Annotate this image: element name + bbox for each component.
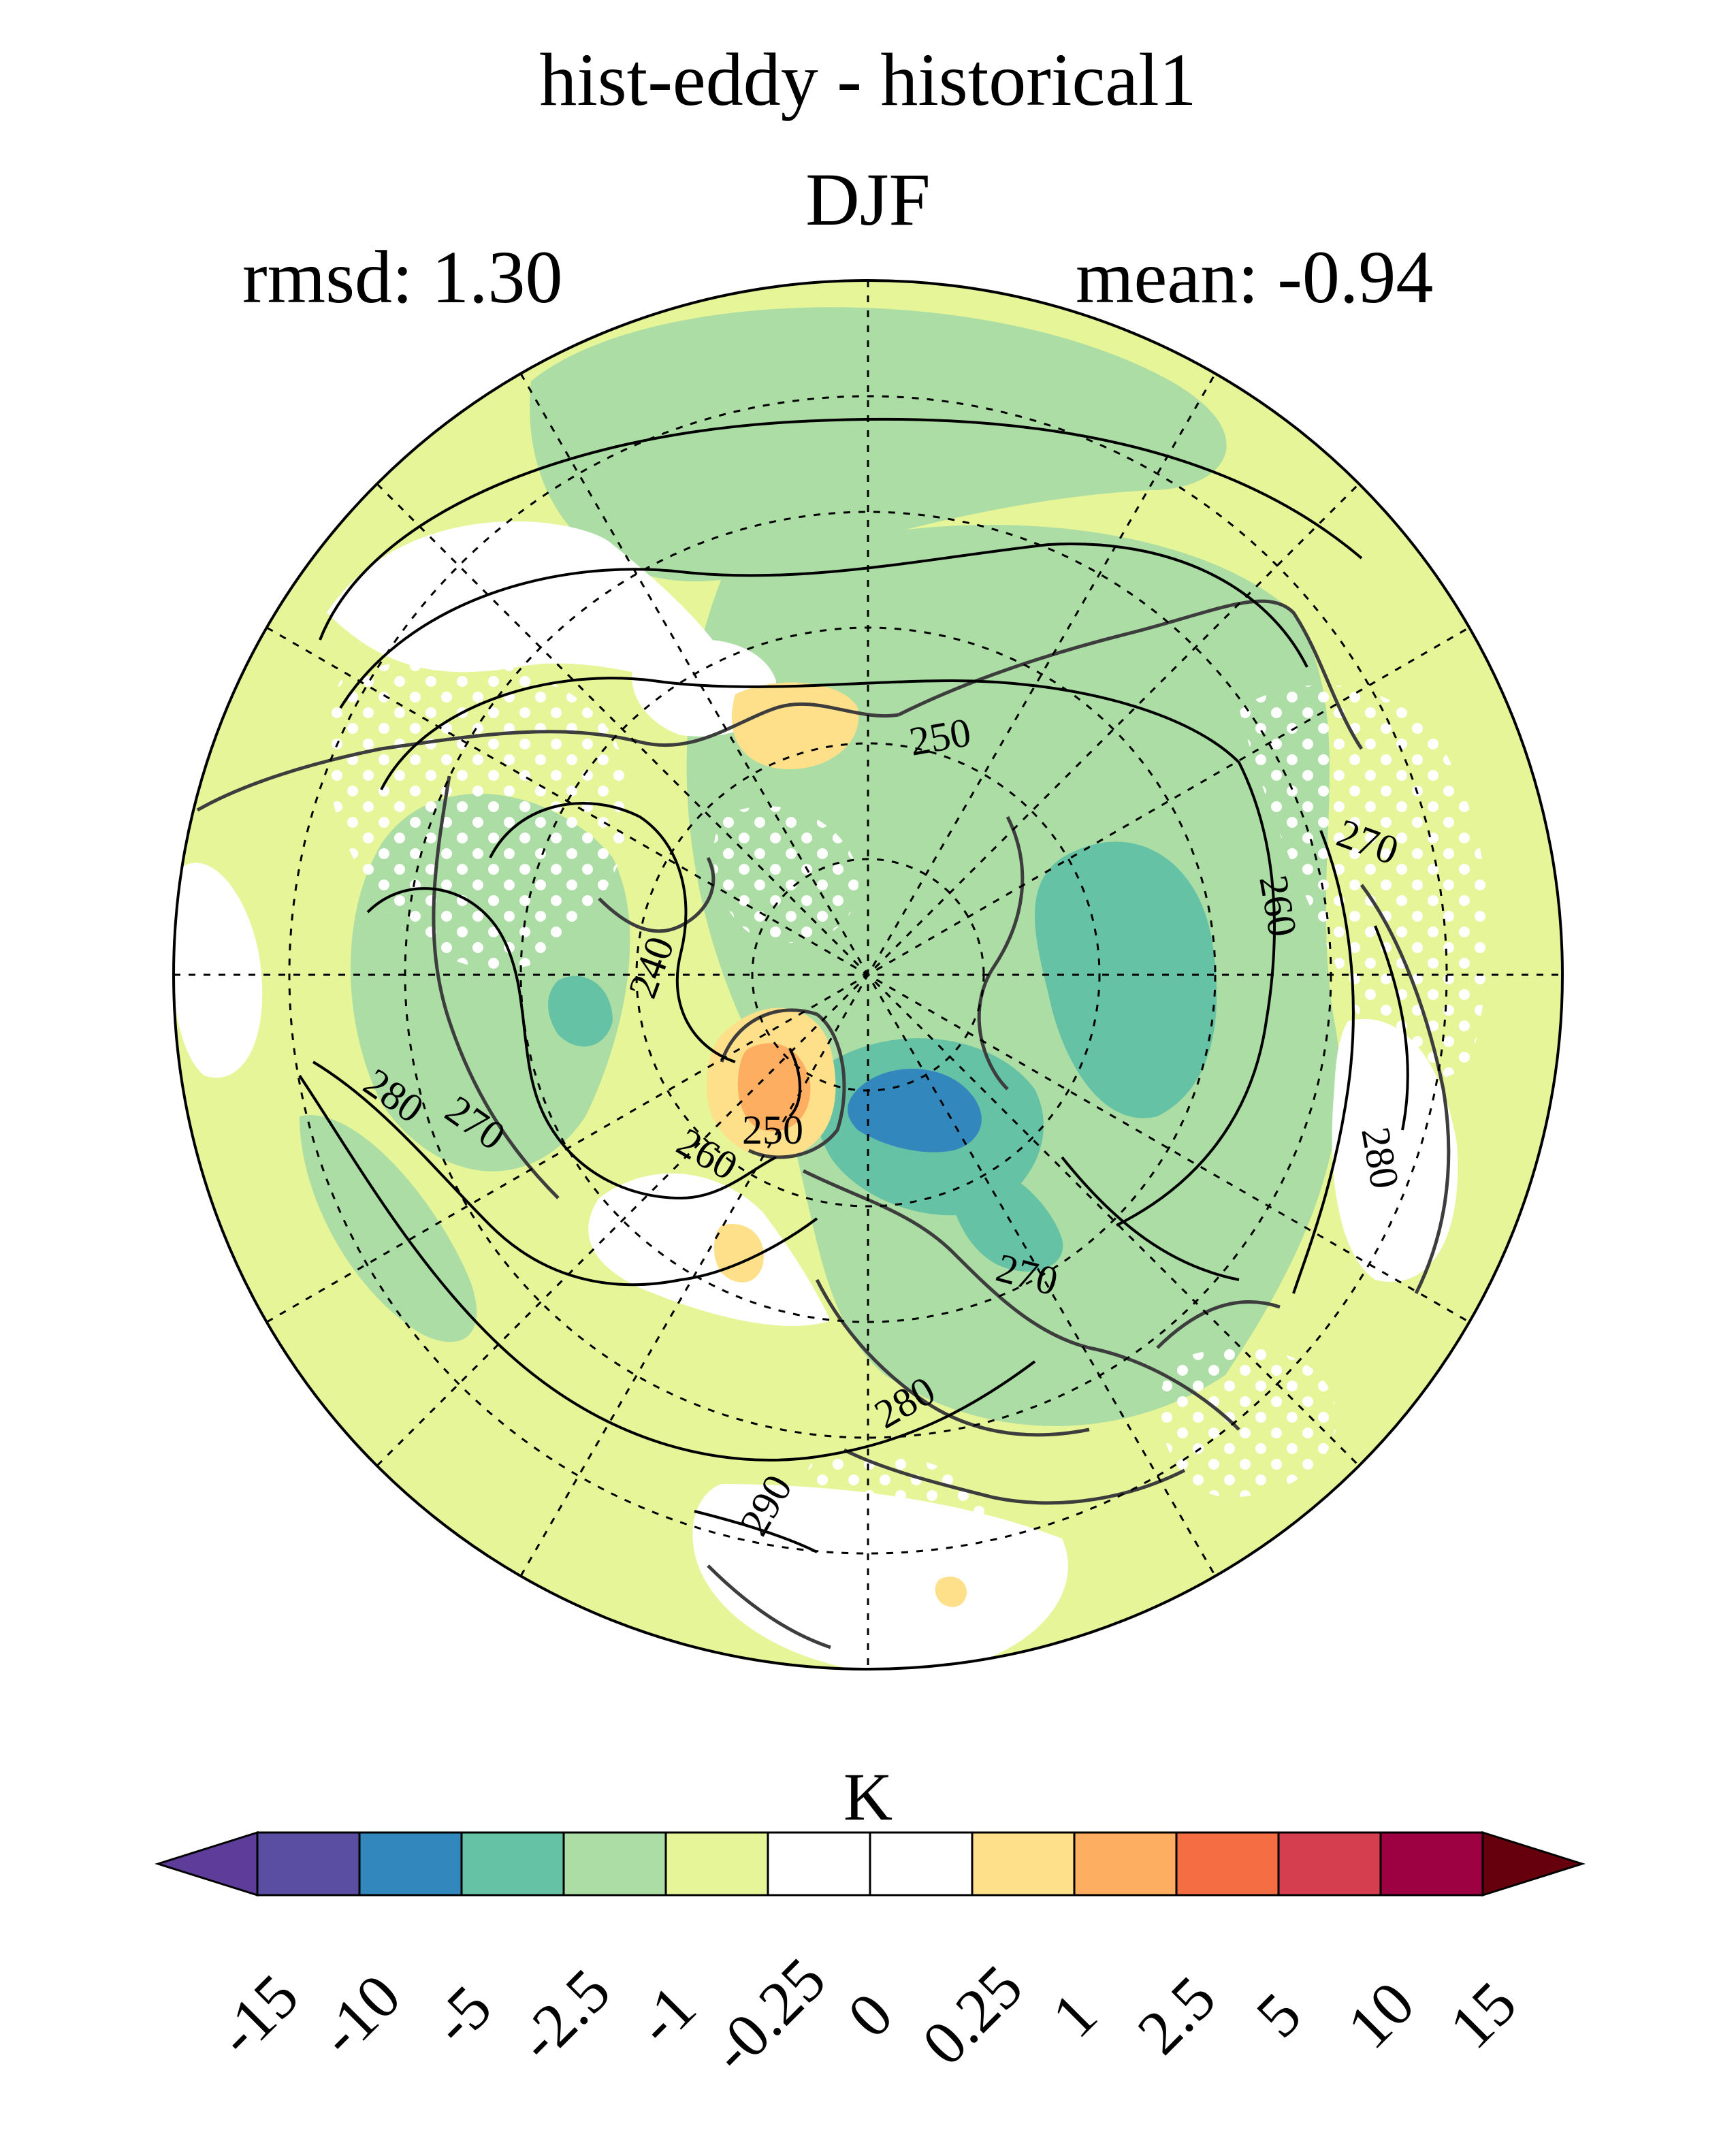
colorbar-bin — [971, 1831, 1076, 1897]
contour-lines — [298, 417, 1409, 1553]
colorbar-bin — [1175, 1831, 1280, 1897]
green-region-north — [530, 307, 1227, 582]
colorbar-bin — [562, 1831, 667, 1897]
colorbar-unit: K — [843, 1759, 893, 1835]
figure-title: hist-eddy - historical1 — [539, 38, 1197, 121]
colorbar-bin — [358, 1831, 463, 1897]
coastlines — [196, 599, 1451, 1649]
rmsd-label: rmsd: 1.30 — [242, 236, 563, 319]
stipple-area-2 — [1239, 685, 1489, 1078]
colorbar-right-arrow — [1481, 1830, 1586, 1897]
colorbar-left-arrow — [155, 1830, 259, 1897]
teal-region-scandinavia — [949, 1157, 1063, 1272]
colorbar-bin — [869, 1831, 974, 1897]
colorbar-bin — [1277, 1831, 1382, 1897]
colorbar-bin — [460, 1831, 565, 1897]
graticule — [174, 280, 1562, 1669]
white-region-north-america — [174, 862, 263, 1078]
stipple-area-4 — [713, 806, 858, 943]
colorbar — [155, 1830, 1586, 1897]
contour-label-280: 280 — [1353, 1124, 1408, 1192]
green-region-mediterranean — [907, 1269, 1204, 1416]
green-region-pacific — [300, 1115, 477, 1342]
stipple-area-5 — [803, 1453, 994, 1558]
dark-orange-region-greenland — [737, 1043, 811, 1131]
orange-region-africa-spot — [935, 1577, 967, 1607]
stipple-area-3 — [1160, 1348, 1337, 1498]
colorbar-bin — [767, 1831, 871, 1897]
map-border — [172, 279, 1564, 1671]
white-region-india — [1332, 1018, 1458, 1282]
colorbar-bin — [256, 1831, 361, 1897]
contour-label-250: 250 — [906, 709, 974, 764]
mean-label: mean: -0.94 — [1076, 236, 1434, 319]
map-disk — [174, 280, 1562, 1669]
contour-label-260: 260 — [1251, 872, 1306, 940]
colorbar-bin — [1073, 1831, 1178, 1897]
teal-region-canada-small — [548, 975, 613, 1047]
colorbar-bin — [1379, 1831, 1484, 1897]
season-label: DJF — [805, 158, 931, 241]
contour-label-250-greenland: 250 — [742, 1108, 803, 1152]
teal-region-siberia — [1035, 841, 1217, 1118]
colorbar-bin — [664, 1831, 769, 1897]
